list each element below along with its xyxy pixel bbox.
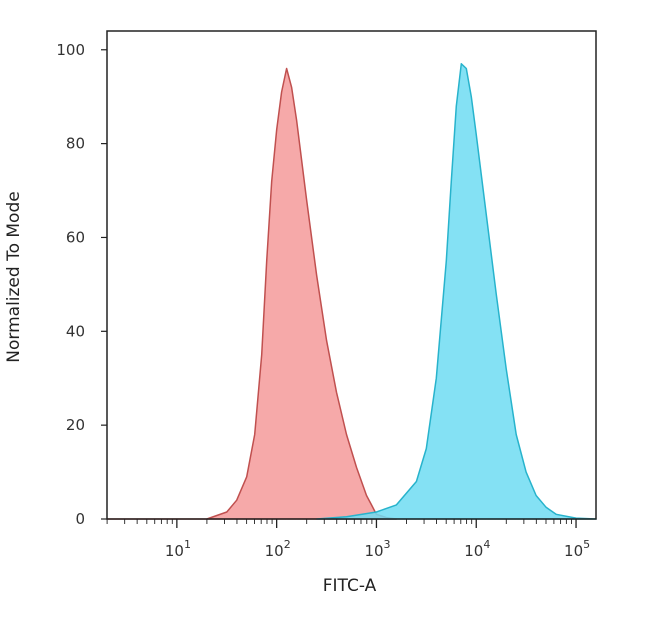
y-tick-label: 80 — [66, 135, 85, 153]
y-tick-label: 100 — [56, 41, 85, 59]
series-layer — [106, 63, 597, 520]
x-tick-base: 10 — [364, 542, 383, 560]
y-tick-label: 60 — [66, 228, 85, 246]
histogram-series-2 — [315, 63, 597, 520]
y-tick-label: 0 — [75, 510, 85, 528]
x-tick-exponent: 3 — [384, 538, 391, 551]
y-tick-label: 20 — [66, 416, 85, 434]
y-axis-title: Normalized To Mode — [4, 191, 24, 362]
x-tick-exponent: 1 — [184, 538, 191, 551]
x-tick-exponent: 2 — [284, 538, 291, 551]
x-tick-exponent: 5 — [583, 538, 590, 551]
x-tick-base: 10 — [564, 542, 583, 560]
x-tick-label: 102 — [265, 538, 291, 560]
x-tick-label: 103 — [364, 538, 390, 560]
x-tick-exponent: 4 — [483, 538, 490, 551]
x-tick-label: 105 — [564, 538, 590, 560]
x-tick-label: 101 — [165, 538, 191, 560]
x-tick-label: 104 — [464, 538, 490, 560]
histogram-series-1 — [106, 67, 398, 520]
x-tick-base: 10 — [464, 542, 483, 560]
y-tick-label: 40 — [66, 322, 85, 340]
plot-frame — [106, 30, 597, 520]
x-tick-base: 10 — [165, 542, 184, 560]
x-tick-base: 10 — [265, 542, 284, 560]
x-axis-title: FITC-A — [323, 576, 377, 596]
